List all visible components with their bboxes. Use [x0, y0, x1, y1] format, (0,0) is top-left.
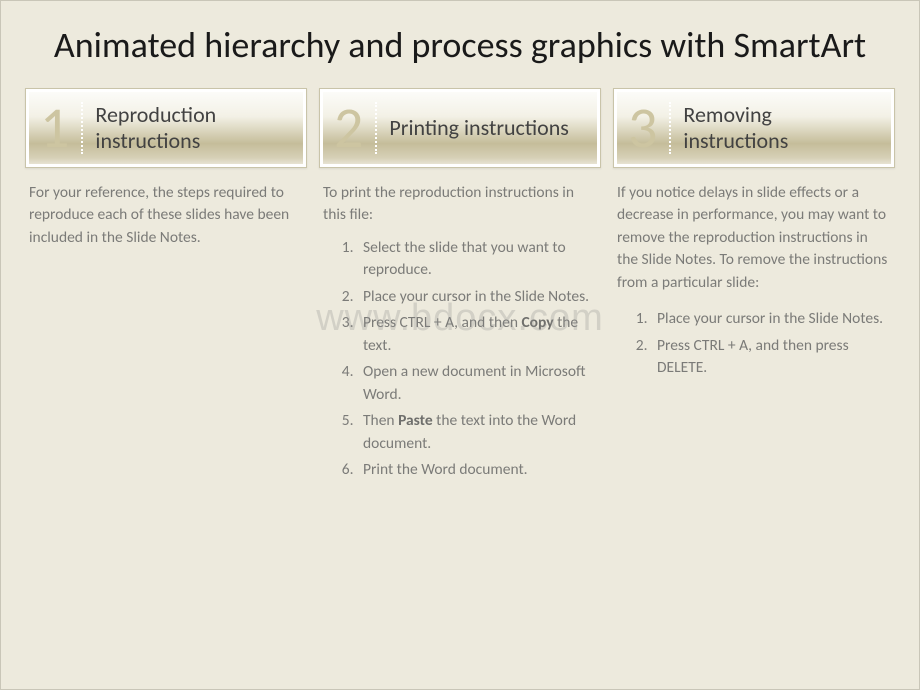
list-item: Open a new document in Microsoft Word.	[357, 361, 595, 406]
list-item: Place your cursor in the Slide Notes.	[651, 308, 889, 330]
card-3: 3 Removing instructions	[613, 88, 895, 168]
column-2-steps: Select the slide that you want to reprod…	[323, 237, 595, 482]
card-1-number: 1	[34, 99, 75, 157]
column-1-intro: For your reference, the steps required t…	[29, 182, 301, 249]
column-2: 2 Printing instructions To print the rep…	[319, 88, 601, 486]
card-2: 2 Printing instructions	[319, 88, 601, 168]
list-item: Then Paste the text into the Word docume…	[357, 410, 595, 455]
card-2-number: 2	[328, 99, 369, 157]
card-2-title: Printing instructions	[389, 115, 568, 141]
column-2-body: To print the reproduction instructions i…	[319, 168, 601, 486]
list-item: Place your cursor in the Slide Notes.	[357, 286, 595, 308]
list-item: Press CTRL + A, and then Copy the text.	[357, 312, 595, 357]
list-item: Print the Word document.	[357, 459, 595, 481]
column-3-body: If you notice delays in slide effects or…	[613, 168, 895, 384]
card-3-title: Removing instructions	[683, 102, 880, 155]
column-3-steps: Place your cursor in the Slide Notes. Pre…	[617, 308, 889, 379]
column-2-intro: To print the reproduction instructions i…	[323, 182, 595, 227]
card-1-divider	[81, 102, 83, 154]
list-item: Press CTRL + A, and then press DELETE.	[651, 335, 889, 380]
list-item: Select the slide that you want to reprod…	[357, 237, 595, 282]
page-title: Animated hierarchy and process graphics …	[1, 1, 919, 80]
column-3: 3 Removing instructions If you notice de…	[613, 88, 895, 486]
card-1: 1 Reproduction instructions	[25, 88, 307, 168]
card-3-divider	[669, 102, 671, 154]
card-2-divider	[375, 102, 377, 154]
column-1: 1 Reproduction instructions For your ref…	[25, 88, 307, 486]
card-3-number: 3	[622, 99, 663, 157]
columns-container: 1 Reproduction instructions For your ref…	[1, 80, 919, 486]
column-1-body: For your reference, the steps required t…	[25, 168, 307, 259]
card-1-title: Reproduction instructions	[95, 102, 292, 155]
column-3-intro: If you notice delays in slide effects or…	[617, 182, 889, 294]
